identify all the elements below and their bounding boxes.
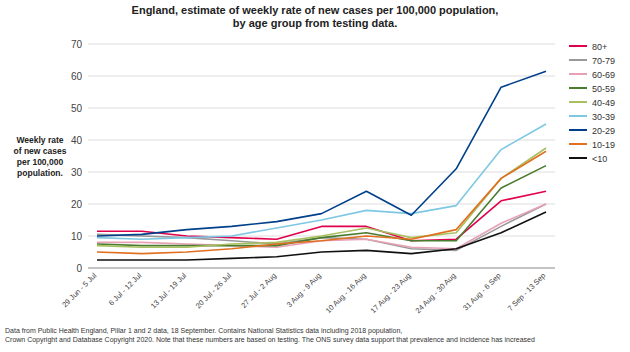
grid-line <box>88 268 555 269</box>
grid <box>88 44 555 268</box>
x-tick-label: 29 Jun - 5 Jul <box>60 271 98 309</box>
grid-line <box>88 140 555 141</box>
series-line <box>97 212 546 260</box>
x-tick-label: 6 Jul - 12 Jul <box>107 271 144 308</box>
footnote: Data from Public Health England, Pillar … <box>5 327 535 344</box>
legend-label: 50-59 <box>592 84 615 94</box>
y-tick-label: 60 <box>71 71 83 82</box>
legend-label: 80+ <box>592 42 607 52</box>
legend-swatch <box>569 143 587 145</box>
legend-label: 60-69 <box>592 70 615 80</box>
y-tick-label: 10 <box>71 231 83 242</box>
x-tick-label: 10 Aug - 16 Aug <box>324 271 368 315</box>
y-tick-label: 30 <box>71 167 83 178</box>
legend-label: <10 <box>592 154 607 164</box>
x-tick-label: 31 Aug - 6 Sep <box>461 271 502 312</box>
legend-label: 20-29 <box>592 126 615 136</box>
y-tick-label: 50 <box>71 103 83 114</box>
series-line <box>97 71 546 236</box>
lines <box>97 71 546 260</box>
legend-swatch <box>569 101 587 103</box>
grid-line <box>88 172 555 173</box>
legend-swatch <box>569 129 587 131</box>
x-axis <box>88 268 555 269</box>
legend-swatch <box>569 59 587 61</box>
grid-line <box>88 76 555 77</box>
legend-swatch <box>569 157 587 159</box>
x-tick-label: 20 Jul - 26 Jul <box>194 271 234 311</box>
y-axis-label: Weekly rateof new casesper 100,000popula… <box>14 135 67 178</box>
legend: 80+ 70-79 60-69 50-59 40-49 30-39 20-29 10-19 <1… <box>569 42 615 164</box>
chart: England, estimate of weekly rate of new … <box>0 0 630 352</box>
legend-swatch <box>569 87 587 89</box>
grid-line <box>88 204 555 205</box>
y-tick-label: 70 <box>71 39 83 50</box>
title: England, estimate of weekly rate of new … <box>132 4 499 29</box>
x-tick-label: 7 Sep - 13 Sep <box>506 271 548 313</box>
x-tick-label: 17 Aug - 23 Aug <box>369 271 413 315</box>
legend-label: 10-19 <box>592 140 615 150</box>
x-tick-label: 24 Aug - 30 Aug <box>414 271 458 315</box>
legend-swatch <box>569 73 587 75</box>
x-tick-label: 3 Aug - 9 Aug <box>285 271 323 309</box>
grid-line <box>88 108 555 109</box>
series-line <box>97 191 546 241</box>
grid-line <box>88 44 555 45</box>
legend-label: 40-49 <box>592 98 615 108</box>
series-line <box>97 204 546 250</box>
y-tick-label: 40 <box>71 135 83 146</box>
series-line <box>97 124 546 239</box>
legend-swatch <box>569 115 587 117</box>
series-line <box>97 204 546 249</box>
series-line <box>97 151 546 253</box>
legend-label: 70-79 <box>592 56 615 66</box>
x-tick-label: 27 Jul - 2 Aug <box>239 271 278 310</box>
legend-label: 30-39 <box>592 112 615 122</box>
legend-swatch <box>569 45 587 47</box>
y-tick-label: 20 <box>71 199 83 210</box>
x-tick-label: 13 Jul - 19 Jul <box>149 271 189 311</box>
y-tick-label: 0 <box>76 263 82 274</box>
